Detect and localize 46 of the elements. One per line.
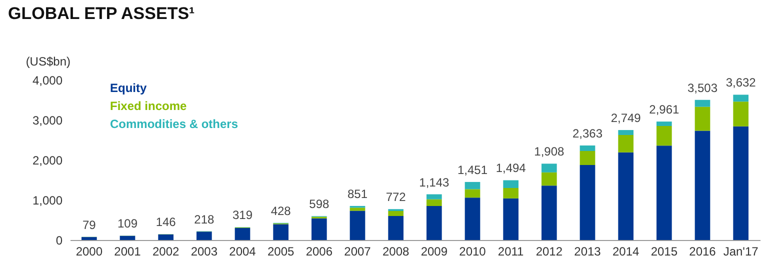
total-label: 2,749 [610,111,642,126]
y-axis-title: (US$bn) [26,54,70,68]
total-label: 3,503 [687,80,718,95]
x-tick-label: 2002 [152,244,180,258]
y-tick-label: 3,000 [32,114,63,128]
x-tick-label: 2011 [498,244,524,258]
text: Commodities & others [110,117,238,131]
total-label: 146 [156,215,176,230]
x-tick-label: 2001 [114,244,142,258]
chart-title: GLOBAL ETP ASSETS¹ [8,4,196,23]
x-tick-label: 2012 [536,244,563,258]
y-tick-label: 2,000 [32,154,63,168]
x-tick-label: 2014 [612,244,640,258]
total-label: 428 [270,204,292,218]
total-label: 79 [82,218,96,232]
total-label: 851 [347,186,368,201]
x-tick-label: 2010 [459,244,486,258]
x-tick-label: 2007 [344,244,372,258]
x-tick-label: 2005 [267,244,295,258]
total-label: 319 [232,208,253,222]
y-tick-label: 4,000 [32,74,63,88]
total-label: 218 [194,212,214,226]
total-label: 3,632 [726,76,756,90]
y-tick-label: 1,000 [32,194,63,208]
total-label: 1,494 [496,161,526,176]
x-tick-label: 2004 [229,244,256,258]
total-label: 2,961 [649,102,680,117]
x-tick-label: 2015 [650,244,678,258]
text: Equity [110,81,147,95]
total-label: 1,908 [534,144,565,159]
x-tick-label: Jan'17 [723,244,759,258]
total-label: 1,143 [419,175,450,190]
x-tick-label: 2008 [382,244,410,258]
x-tick-label: 2016 [689,244,716,258]
total-label: 2,363 [572,126,603,140]
y-tick-label: 0 [56,234,63,248]
x-tick-label: 2009 [420,244,448,258]
x-tick-label: 2006 [306,244,333,258]
x-tick-label: 2003 [190,244,218,258]
total-label: 109 [117,216,138,231]
total-label: 772 [386,190,406,204]
text: Fixed income [110,99,188,113]
total-label: 1,451 [457,162,488,177]
x-tick-label: 2013 [574,244,602,258]
x-tick-label: 2000 [76,244,103,258]
total-label: 598 [309,197,330,212]
